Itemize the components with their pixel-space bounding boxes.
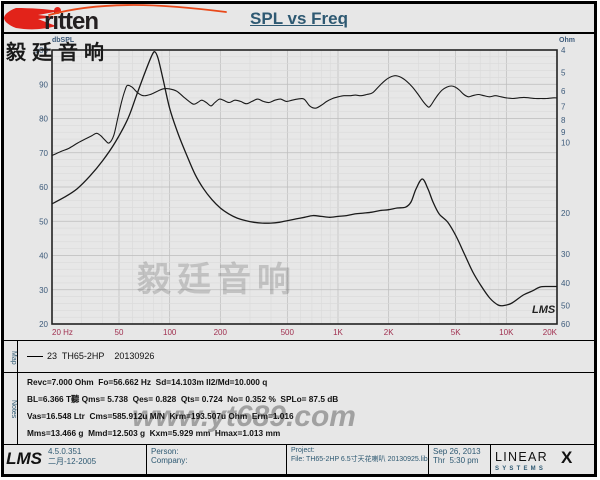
svg-text:7: 7 — [561, 103, 566, 112]
svg-text:60: 60 — [39, 183, 48, 192]
svg-text:20 Hz: 20 Hz — [52, 328, 73, 337]
svg-text:2K: 2K — [384, 328, 394, 337]
svg-text:1K: 1K — [333, 328, 343, 337]
svg-text:LINEAR: LINEAR — [495, 450, 548, 464]
svg-text:SYSTEMS: SYSTEMS — [495, 466, 546, 472]
svg-text:4: 4 — [561, 46, 566, 55]
svg-text:40: 40 — [561, 279, 570, 288]
svg-text:30: 30 — [39, 286, 48, 295]
svg-text:6: 6 — [561, 87, 566, 96]
svg-text:40: 40 — [39, 252, 48, 261]
svg-text:200: 200 — [214, 328, 228, 337]
svg-text:9: 9 — [561, 128, 566, 137]
svg-text:10K: 10K — [499, 328, 514, 337]
svg-text:500: 500 — [281, 328, 295, 337]
svg-text:60: 60 — [561, 320, 570, 329]
svg-text:90: 90 — [39, 80, 48, 89]
svg-text:10: 10 — [561, 139, 570, 148]
svg-text:20K: 20K — [543, 328, 558, 337]
svg-text:50: 50 — [115, 328, 124, 337]
svg-text:70: 70 — [39, 149, 48, 158]
svg-text:20: 20 — [561, 209, 570, 218]
svg-text:X: X — [561, 448, 573, 467]
svg-text:50: 50 — [39, 217, 48, 226]
svg-text:20: 20 — [39, 320, 48, 329]
svg-text:30: 30 — [561, 250, 570, 259]
svg-text:5K: 5K — [451, 328, 461, 337]
svg-text:5: 5 — [561, 69, 566, 78]
svg-text:80: 80 — [39, 115, 48, 124]
svg-text:100: 100 — [163, 328, 177, 337]
svg-text:8: 8 — [561, 116, 566, 125]
svg-text:50: 50 — [561, 302, 570, 311]
